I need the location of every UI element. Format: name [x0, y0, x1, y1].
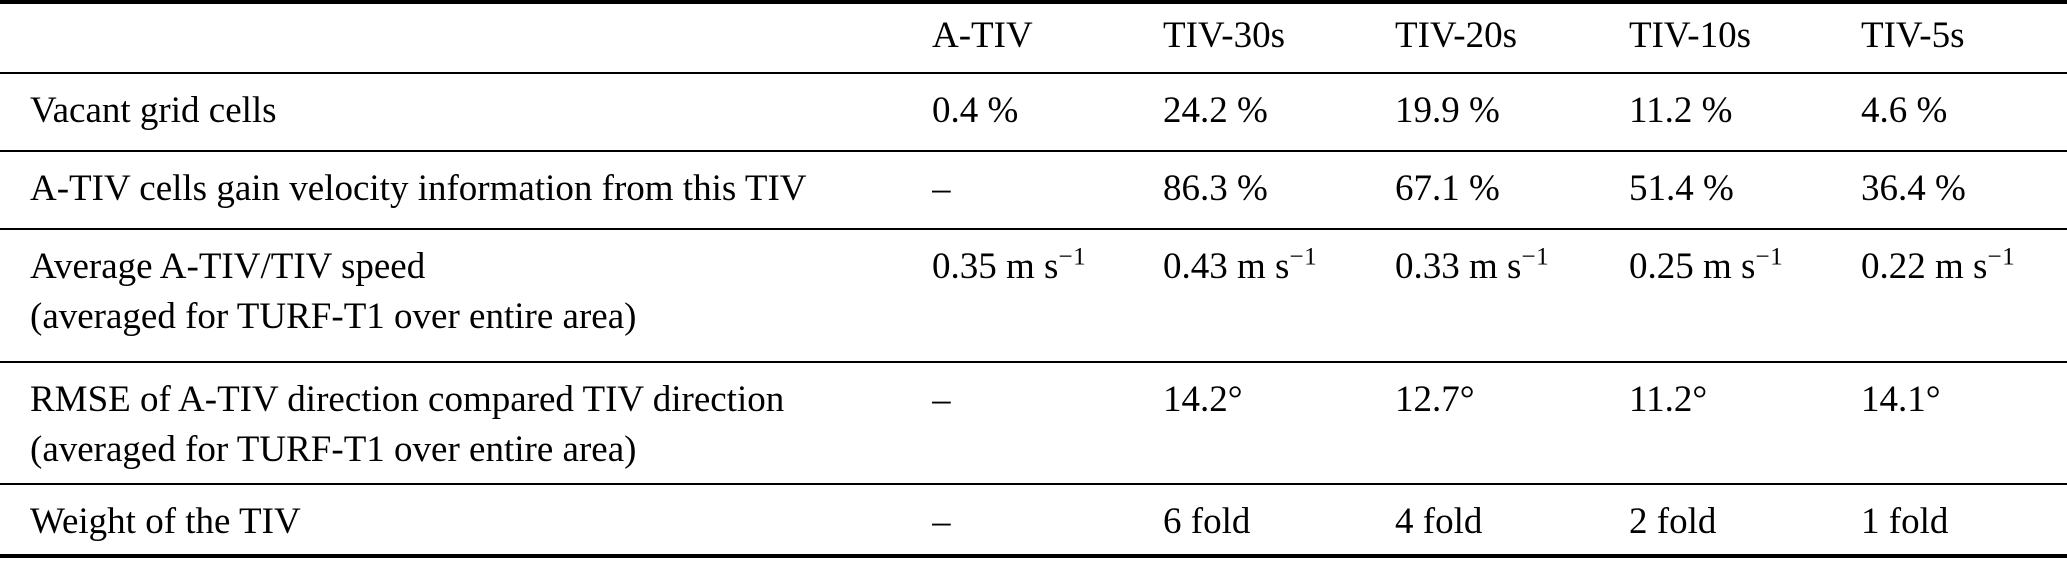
table-row-vacant-grid-cells: Vacant grid cells 0.4 % 24.2 % 19.9 % 11…: [0, 73, 2067, 151]
row-label: Average A-TIV/TIV speed (averaged for TU…: [0, 229, 932, 362]
table-row-average-speed: Average A-TIV/TIV speed (averaged for TU…: [0, 229, 2067, 362]
table-cell: 0.33 m s−1: [1395, 229, 1629, 362]
table-row-velocity-information: A-TIV cells gain velocity information fr…: [0, 151, 2067, 229]
column-header-tiv-10s: TIV-10s: [1629, 15, 1751, 56]
table-cell: 6 fold: [1163, 501, 1251, 542]
row-label: Weight of the TIV: [30, 501, 301, 542]
superscript-exponent: −1: [1289, 243, 1318, 271]
column-header-tiv-30s: TIV-30s: [1163, 15, 1285, 56]
table-cell: 19.9 %: [1395, 90, 1500, 131]
header-row: A-TIV TIV-30s TIV-20s TIV-10s TIV-5s: [0, 2, 2067, 73]
column-header-a-tiv: A-TIV: [932, 15, 1033, 56]
table-cell: 2 fold: [1629, 501, 1717, 542]
table-row-weight: Weight of the TIV – 6 fold 4 fold 2 fold…: [0, 484, 2067, 556]
table-cell: –: [932, 379, 951, 420]
table-cell: 51.4 %: [1629, 168, 1734, 209]
table-cell: 86.3 %: [1163, 168, 1268, 209]
superscript-exponent: −1: [1521, 243, 1550, 271]
table-cell: 11.2 %: [1629, 90, 1733, 131]
value-text: 0.43 m s: [1163, 246, 1290, 287]
table-cell: 0.35 m s−1: [932, 229, 1163, 362]
superscript-exponent: −1: [1987, 243, 2016, 271]
table-cell: 11.2°: [1629, 379, 1708, 420]
table-cell: 14.2°: [1163, 379, 1243, 420]
column-header-blank: [0, 2, 932, 73]
table-cell: 14.1°: [1861, 379, 1941, 420]
table-cell: 36.4 %: [1861, 168, 1966, 209]
row-label-line1: Average A-TIV/TIV speed: [30, 246, 426, 287]
row-label: RMSE of A-TIV direction compared TIV dir…: [0, 362, 932, 484]
superscript-exponent: −1: [1058, 243, 1087, 271]
table-cell: –: [932, 501, 951, 542]
value-text: 0.35 m s: [932, 246, 1059, 287]
table-cell: 1 fold: [1861, 501, 1949, 542]
table-cell: 0.43 m s−1: [1163, 229, 1395, 362]
table-cell: 0.25 m s−1: [1629, 229, 1861, 362]
column-header-tiv-5s: TIV-5s: [1861, 15, 1965, 56]
superscript-exponent: −1: [1755, 243, 1784, 271]
value-text: 0.33 m s: [1395, 246, 1522, 287]
table-cell: 24.2 %: [1163, 90, 1268, 131]
table-cell: 0.4 %: [932, 90, 1019, 131]
table-cell: 67.1 %: [1395, 168, 1500, 209]
table-cell: 4.6 %: [1861, 90, 1948, 131]
table-cell: 12.7°: [1395, 379, 1475, 420]
value-text: 0.22 m s: [1861, 246, 1988, 287]
row-label-line2: (averaged for TURF-T1 over entire area): [30, 429, 637, 470]
row-label-line2: (averaged for TURF-T1 over entire area): [30, 296, 637, 337]
table-row-rmse-direction: RMSE of A-TIV direction compared TIV dir…: [0, 362, 2067, 484]
column-header-tiv-20s: TIV-20s: [1395, 15, 1517, 56]
value-text: 0.25 m s: [1629, 246, 1756, 287]
table-cell: 0.22 m s−1: [1861, 229, 2067, 362]
table-cell: –: [932, 168, 951, 209]
row-label-line1: RMSE of A-TIV direction compared TIV dir…: [30, 379, 785, 420]
table-cell: 4 fold: [1395, 501, 1483, 542]
row-label: A-TIV cells gain velocity information fr…: [30, 168, 807, 209]
row-label: Vacant grid cells: [30, 90, 277, 131]
